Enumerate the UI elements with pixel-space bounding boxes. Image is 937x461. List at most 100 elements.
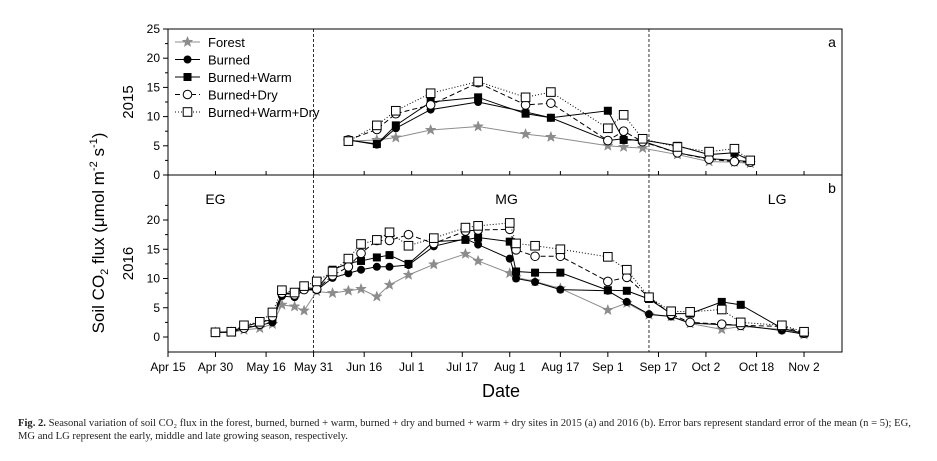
data-point [356,239,366,249]
x-tick-label: Jun 16 [346,360,382,374]
ylabel-part: Soil CO [89,275,108,334]
data-point [326,286,339,299]
data-point [474,93,483,102]
y-tick-label: 25 [147,22,161,36]
data-point [429,233,439,243]
x-tick-label: Aug 1 [494,360,526,374]
data-point [311,276,322,287]
legend-label: Burned [208,53,250,68]
series-line [348,96,751,161]
data-point [425,88,436,99]
data-point [425,100,436,110]
data-point [391,105,401,116]
data-point [556,268,565,277]
season-label: MG [495,191,518,207]
data-point [357,256,366,265]
data-point [619,135,628,144]
ylabel-part: s [89,148,108,161]
data-point [372,253,381,262]
ylabel-part: flux (μmol m [89,171,108,269]
y-tick-label: 10 [147,110,161,124]
caption-text: Seasonal variation of soil CO₂ flux in t… [18,418,911,442]
data-point [622,286,631,295]
data-point [289,287,300,298]
data-point [512,274,521,283]
data-point [288,300,301,312]
panel-year-label: 2016 [120,247,137,280]
data-point [555,244,566,255]
y-tick-label: 5 [153,301,160,315]
ylabel-superscript: -1 [88,138,100,148]
data-point [504,218,515,228]
data-point [403,240,414,251]
x-tick-label: Apr 30 [198,360,234,374]
data-point [277,285,287,295]
data-point [383,278,396,290]
data-point [521,109,530,118]
data-point [685,307,695,317]
data-point [618,110,629,120]
x-axis: Apr 15 Apr 30 May 16 May 31 Jun 16 Jul 1 Jul 1… [150,171,820,374]
data-point [736,300,745,309]
x-tick-label: Sep 17 [639,360,677,374]
data-point [622,264,632,275]
data-point [704,146,714,157]
panel-letter: a [828,34,836,50]
ylabel-superscript: -2 [88,161,100,171]
y-tick-label: 5 [153,139,160,153]
data-point [210,327,221,338]
x-tick-label: Oct 2 [692,360,721,374]
data-point [343,262,354,272]
data-point [385,251,394,260]
legend-label: Burned+Dry [208,88,278,103]
data-point [530,251,540,262]
data-point [505,237,514,246]
data-point [531,268,540,277]
legend-label: Burned+Warm [208,70,292,85]
data-point [511,238,521,249]
y-tick-label: 20 [147,213,161,227]
data-point [636,141,649,154]
data-point [474,233,483,242]
data-point [424,123,437,136]
data-point [342,284,355,296]
data-point [403,229,414,240]
data-point [531,278,540,287]
data-point [461,235,470,244]
data-point [372,235,382,245]
data-point [183,55,192,64]
data-point [512,267,521,276]
data-point [372,140,381,149]
season-label: LG [768,191,787,207]
data-point [729,143,740,154]
data-point [402,268,415,280]
x-tick-label: May 31 [294,360,334,374]
x-tick-label: Nov 2 [788,360,820,374]
data-point [729,156,740,167]
ylabel-subscript: 2 [99,269,111,275]
data-point [183,73,192,81]
data-point [226,326,237,337]
data-point [460,222,471,233]
data-point [372,120,382,131]
data-point [327,266,338,277]
data-point [473,221,483,231]
data-point [404,259,413,268]
data-point [546,98,556,108]
data-point [637,133,648,144]
data-point [520,92,531,103]
data-point [556,285,565,294]
data-point [267,307,278,318]
x-tick-label: Apr 15 [150,360,186,374]
data-point [546,87,556,97]
data-point [239,320,249,331]
data-point [799,326,809,337]
data-point [384,235,395,246]
x-tick-label: Sep 1 [592,360,624,374]
series-line [348,126,751,164]
ylabel-part: ) [89,133,108,139]
data-point [182,89,193,100]
panel-letter: b [828,180,836,196]
data-point [385,262,394,271]
data-point [735,317,746,328]
